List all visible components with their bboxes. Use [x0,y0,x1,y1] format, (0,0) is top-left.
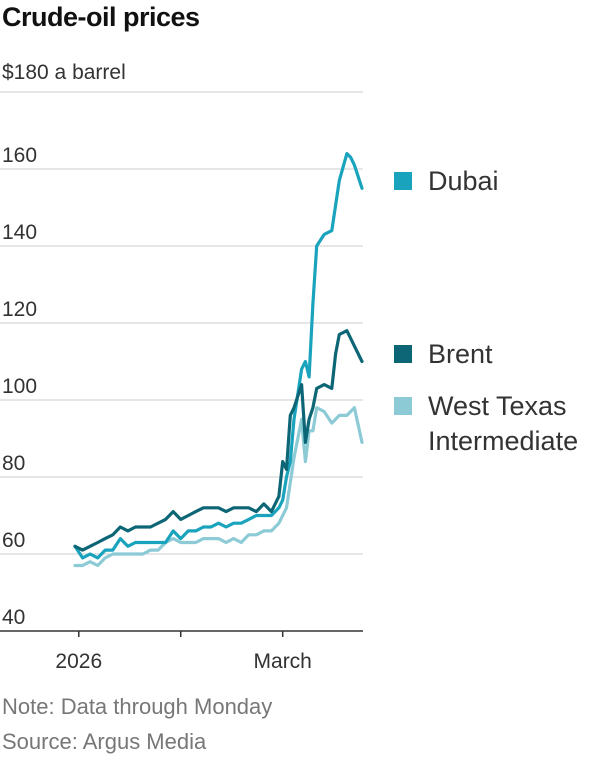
source-note: Source: Argus Media [2,729,207,754]
legend-swatch-dubai [394,172,412,190]
series-line-west-texas-intermediate [73,406,364,568]
series-layer [73,152,364,568]
y-tick-label: 120 [2,298,37,321]
legend-label-dubai: Dubai [428,166,499,196]
chart-title: Crude-oil prices [2,2,200,32]
legend-swatch-west-texas-intermediate [394,397,412,415]
line-chart: 40 60 80 100 120 140 160 2026 March Dubai Brent We… [0,91,578,673]
y-tick-label: 140 [2,221,37,244]
legend-label-brent: Brent [428,339,493,369]
legend-label-west-texas-intermediate: West Texas [428,391,567,421]
legend-label-west-texas-intermediate: Intermediate [428,426,578,456]
y-tick-label: 40 [2,606,25,629]
x-tick-label: 2026 [55,650,102,673]
series-line-dubai [73,152,364,560]
legend-layer: Dubai Brent West Texas Intermediate [394,166,578,456]
legend-swatch-brent [394,345,412,363]
y-tick-label: 60 [2,529,25,552]
y-axis-unit-label: $180 a barrel [2,61,126,84]
axis-layer: 40 60 80 100 120 140 160 2026 March [2,144,312,673]
grid-layer [0,91,363,632]
x-tick-label: March [254,650,312,673]
y-tick-label: 160 [2,144,37,167]
footnote: Note: Data through Monday [2,694,273,719]
y-tick-label: 80 [2,452,25,475]
y-tick-label: 100 [2,375,37,398]
series-line-brent [73,329,364,552]
